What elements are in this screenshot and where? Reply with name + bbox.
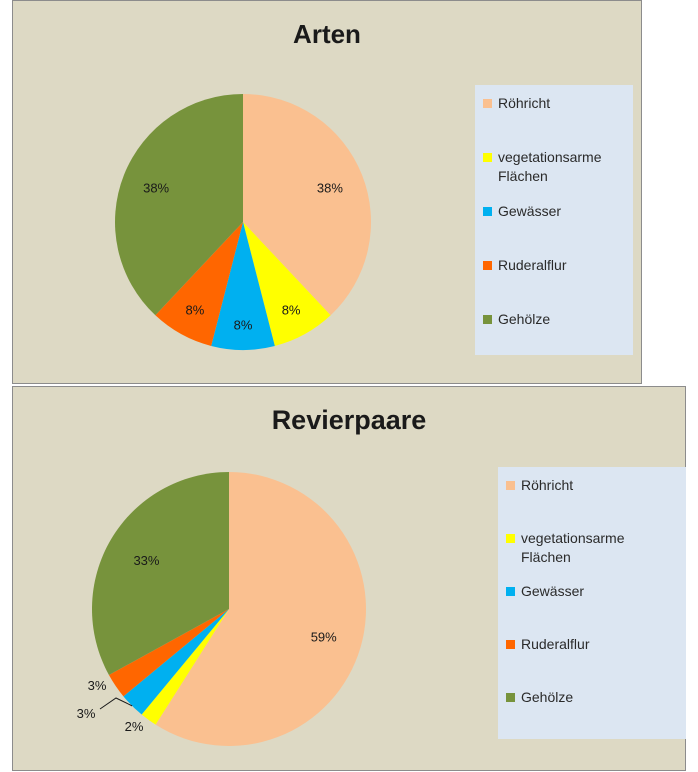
legend-item-gewaesser: Gewässer xyxy=(506,582,584,601)
data-label-gehoelze: 33% xyxy=(133,553,159,568)
legend-item-roehricht: Röhricht xyxy=(506,476,573,495)
legend-item-gehoelze: Gehölze xyxy=(506,688,573,707)
data-label-vegetationsarme-flaechen: 8% xyxy=(282,302,301,317)
legend: Röhricht vegetationsarme Flächen Gewässe… xyxy=(475,85,633,355)
legend-item-gewaesser: Gewässer xyxy=(483,202,561,221)
legend-item-roehricht: Röhricht xyxy=(483,94,550,113)
pie-slice-gehoelze xyxy=(115,94,243,316)
pie-slice-gewaesser xyxy=(211,222,275,350)
legend-swatch xyxy=(483,99,492,108)
data-label-roehricht: 59% xyxy=(311,630,337,645)
legend-label: Ruderalflur xyxy=(521,636,590,652)
legend-label: Gehölze xyxy=(521,689,574,705)
chart-panel-revierpaare: Revierpaare 59% 2% 3% 3% 33% Röhricht vegeta… xyxy=(12,386,686,771)
pie-slice-roehricht xyxy=(155,472,367,746)
legend-swatch xyxy=(506,693,515,702)
chart-title: Revierpaare xyxy=(271,405,427,435)
legend-swatch xyxy=(483,153,492,162)
legend-item-vegetationsarme-flaechen: vegetationsarme Flächen xyxy=(483,148,602,186)
leader-line xyxy=(99,697,133,710)
chart-panel-arten: Arten 38% 8% 8% 8% 38% Röhricht vegetationsa… xyxy=(12,0,642,384)
data-label-roehricht: 38% xyxy=(317,181,343,196)
legend-label: Gewässer xyxy=(498,203,562,219)
pie-slice-gewaesser xyxy=(123,609,229,715)
legend-label: Ruderalflur xyxy=(498,257,567,273)
legend-swatch xyxy=(506,534,515,543)
pie-slice-vegetationsarme-flaechen xyxy=(243,222,331,346)
legend-swatch xyxy=(483,261,492,270)
data-label-ruderalflur: 3% xyxy=(88,678,107,693)
data-label-gewaesser: 3% xyxy=(77,706,96,721)
legend-swatch xyxy=(483,207,492,216)
legend-item-ruderalflur: Ruderalflur xyxy=(483,256,566,275)
legend-item-gehoelze: Gehölze xyxy=(483,310,550,329)
pie-slice-roehricht xyxy=(243,94,372,316)
legend-label: Röhricht xyxy=(521,477,574,493)
legend-label: Gehölze xyxy=(498,311,551,327)
pie-slice-vegetationsarme-flaechen xyxy=(141,609,229,725)
pie-chart-revierpaare: 59% 2% 3% 3% 33% xyxy=(77,472,367,746)
legend-swatch xyxy=(483,315,492,324)
legend-label-line2: Flächen xyxy=(498,168,548,184)
data-label-ruderalflur: 8% xyxy=(186,302,205,317)
data-label-gehoelze: 38% xyxy=(143,181,169,196)
legend-label: vegetationsarme xyxy=(521,530,625,546)
legend-item-ruderalflur: Ruderalflur xyxy=(506,635,589,654)
pie-chart-arten: 38% 8% 8% 8% 38% xyxy=(115,94,372,350)
legend-label: Gewässer xyxy=(521,583,585,599)
chart-title: Arten xyxy=(293,19,361,49)
legend-item-vegetationsarme-flaechen: vegetationsarme Flächen xyxy=(506,529,625,567)
legend-label-line2: Flächen xyxy=(521,549,571,565)
data-label-gewaesser: 8% xyxy=(234,317,253,332)
data-label-vegetationsarme-flaechen: 2% xyxy=(125,719,144,734)
legend-swatch xyxy=(506,640,515,649)
legend-label: vegetationsarme xyxy=(498,149,602,165)
pie-slice-gehoelze xyxy=(92,472,230,676)
legend: Röhricht vegetationsarme Flächen Gewässe… xyxy=(498,467,686,739)
pie-slice-ruderalflur xyxy=(155,222,243,346)
legend-swatch xyxy=(506,481,515,490)
pie-slice-ruderalflur xyxy=(108,609,229,697)
legend-label: Röhricht xyxy=(498,95,551,111)
legend-swatch xyxy=(506,587,515,596)
